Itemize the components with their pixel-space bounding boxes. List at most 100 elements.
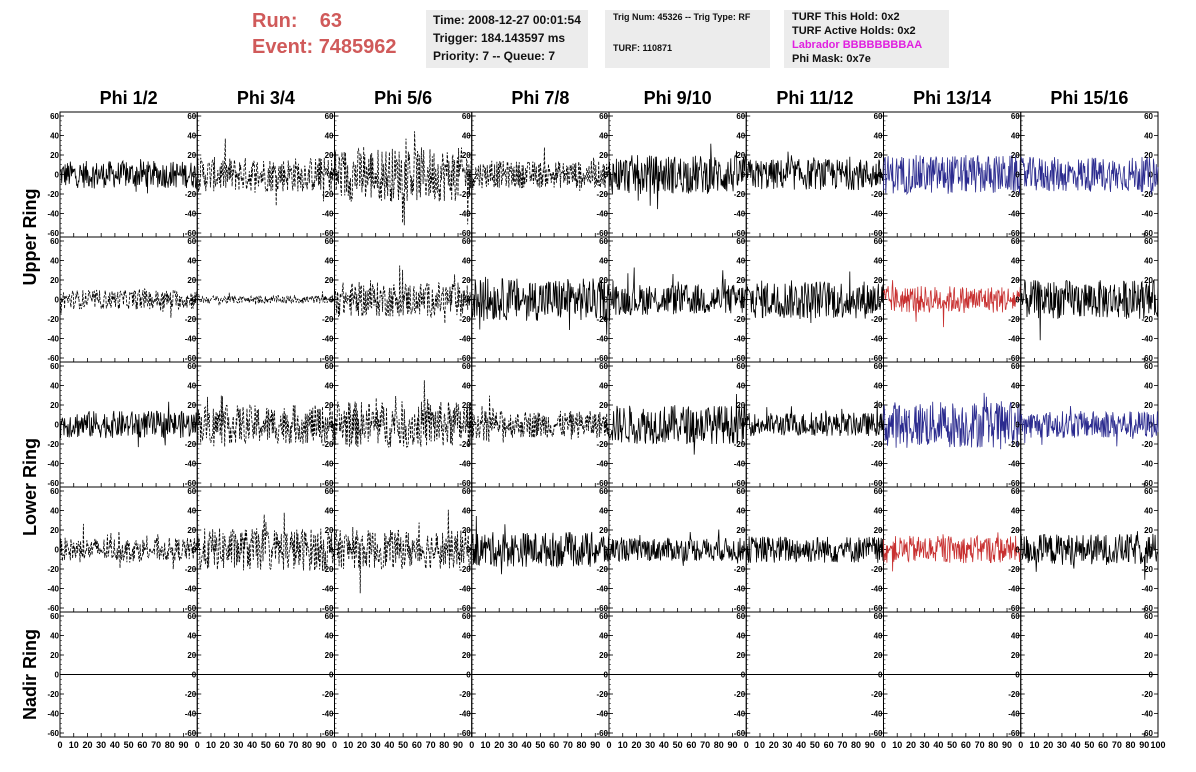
y-tick-label: -60 xyxy=(871,729,883,738)
y-tick-label: 40 xyxy=(736,632,745,641)
y-tick-label-right: 20 xyxy=(1144,651,1153,660)
y-tick-label: -20 xyxy=(734,315,746,324)
y-tick-label: -60 xyxy=(1008,354,1020,363)
x-tick-label: 50 xyxy=(1084,740,1094,750)
trace-line xyxy=(745,151,884,191)
y-tick-label: -60 xyxy=(47,729,59,738)
y-tick-label: -40 xyxy=(1008,210,1020,219)
x-tick-label: 0 xyxy=(195,740,200,750)
y-tick-label: 40 xyxy=(187,132,196,141)
y-tick-label: 20 xyxy=(874,401,883,410)
y-tick-label: 20 xyxy=(325,526,334,535)
y-tick-label: 20 xyxy=(50,276,59,285)
y-tick-label: 20 xyxy=(874,151,883,160)
y-tick-label: 0 xyxy=(329,296,334,305)
x-tick-label: 0 xyxy=(1018,740,1023,750)
trace-line xyxy=(334,509,473,594)
y-tick-label: -60 xyxy=(734,479,746,488)
y-tick-label: -20 xyxy=(47,190,59,199)
y-tick-label: 40 xyxy=(325,507,334,516)
y-tick-label: -20 xyxy=(1008,190,1020,199)
y-tick-label: 60 xyxy=(874,487,883,496)
y-tick-label: 0 xyxy=(55,421,60,430)
y-tick-label: -40 xyxy=(322,710,334,719)
y-tick-label-right: 60 xyxy=(1144,487,1153,496)
y-tick-label: -60 xyxy=(734,354,746,363)
y-tick-label: 40 xyxy=(736,132,745,141)
y-tick-label-right: 40 xyxy=(1144,632,1153,641)
y-tick-label: -40 xyxy=(47,210,59,219)
y-tick-label: 60 xyxy=(599,487,608,496)
x-tick-label: 10 xyxy=(618,740,628,750)
y-tick-label-right: 20 xyxy=(1144,151,1153,160)
y-tick-label: -40 xyxy=(185,210,197,219)
y-tick-label: -60 xyxy=(1008,604,1020,613)
trace-line xyxy=(59,523,198,570)
y-tick-label: -60 xyxy=(871,229,883,238)
y-tick-label: 60 xyxy=(187,362,196,371)
x-tick-label: 20 xyxy=(82,740,92,750)
y-tick-label: 0 xyxy=(466,421,471,430)
y-tick-label-right: -40 xyxy=(1141,710,1153,719)
y-tick-label: 60 xyxy=(325,487,334,496)
y-tick-label: -60 xyxy=(459,479,471,488)
y-tick-label: 60 xyxy=(462,612,471,621)
y-tick-label: -40 xyxy=(459,710,471,719)
x-tick-label: 50 xyxy=(810,740,820,750)
y-tick-label: -60 xyxy=(734,229,746,238)
column-header: Phi 13/14 xyxy=(913,88,991,108)
y-tick-label: -40 xyxy=(185,585,197,594)
y-tick-label: -60 xyxy=(459,229,471,238)
y-tick-label: -40 xyxy=(1008,710,1020,719)
y-tick-label: 60 xyxy=(1011,487,1020,496)
y-tick-label: -20 xyxy=(871,315,883,324)
x-tick-label: 20 xyxy=(769,740,779,750)
y-tick-label: -20 xyxy=(871,440,883,449)
turf-text: TURF: 110871 xyxy=(613,43,673,53)
y-tick-label: 60 xyxy=(50,237,59,246)
column-header: Phi 9/10 xyxy=(644,88,712,108)
x-tick-label: 10 xyxy=(69,740,79,750)
y-tick-label: 40 xyxy=(736,507,745,516)
x-tick-label: 80 xyxy=(1126,740,1136,750)
y-tick-label: -40 xyxy=(596,585,608,594)
y-tick-label: -40 xyxy=(871,585,883,594)
run-event-box: Run: 63 Event: 7485962 xyxy=(252,8,422,60)
y-tick-label: 20 xyxy=(599,401,608,410)
y-tick-label: 20 xyxy=(50,651,59,660)
y-tick-label: 0 xyxy=(1015,171,1020,180)
x-tick-label: 0 xyxy=(606,740,611,750)
trace-line xyxy=(334,265,473,324)
y-tick-label: -40 xyxy=(459,335,471,344)
y-tick-label: -60 xyxy=(596,354,608,363)
x-tick-label: 80 xyxy=(577,740,587,750)
y-tick-label: 0 xyxy=(192,296,197,305)
y-tick-label-right: -40 xyxy=(1141,585,1153,594)
y-tick-label: 0 xyxy=(604,171,609,180)
y-tick-label: 60 xyxy=(874,237,883,246)
y-tick-label: -60 xyxy=(459,354,471,363)
y-tick-label: -20 xyxy=(871,565,883,574)
y-tick-label-right: -60 xyxy=(1141,729,1153,738)
y-tick-label: 0 xyxy=(329,671,334,680)
trace-line xyxy=(608,267,747,321)
y-tick-label: 60 xyxy=(462,487,471,496)
y-tick-label: 60 xyxy=(325,237,334,246)
y-tick-label: 40 xyxy=(187,382,196,391)
y-tick-label: 60 xyxy=(187,237,196,246)
y-tick-label: 40 xyxy=(1011,507,1020,516)
y-tick-label: 40 xyxy=(736,257,745,266)
y-tick-label-right: -60 xyxy=(1141,479,1153,488)
y-tick-label: -60 xyxy=(322,729,334,738)
y-tick-label: 60 xyxy=(874,362,883,371)
y-tick-label: -40 xyxy=(1008,585,1020,594)
y-tick-label-right: 20 xyxy=(1144,276,1153,285)
y-tick-label: -20 xyxy=(185,315,197,324)
x-tick-label: 90 xyxy=(1139,740,1149,750)
x-tick-label: 0 xyxy=(469,740,474,750)
event-line: Event: 7485962 xyxy=(252,34,422,60)
y-tick-label: -40 xyxy=(459,585,471,594)
y-tick-label: 20 xyxy=(187,151,196,160)
y-tick-label: -40 xyxy=(322,335,334,344)
